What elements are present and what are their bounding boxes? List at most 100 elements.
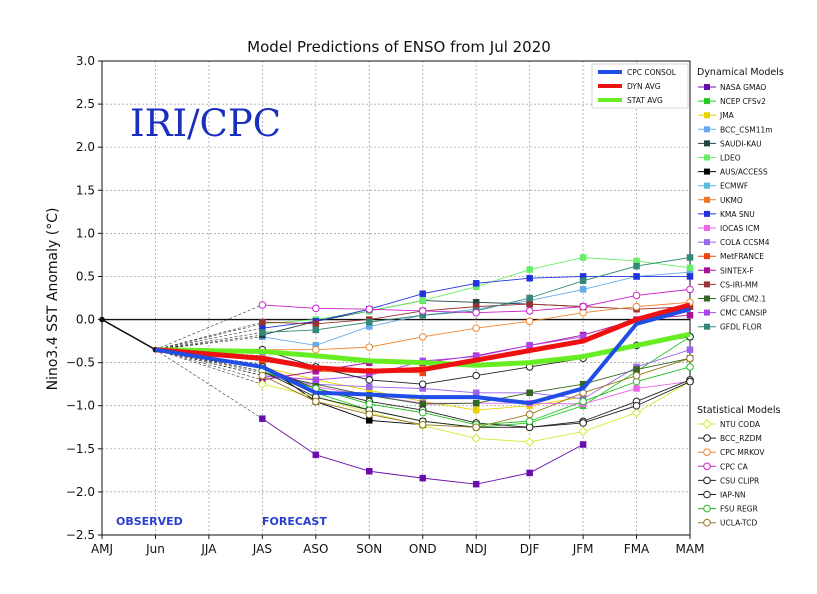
model-connector bbox=[155, 304, 263, 350]
y-tick-label: 0.5 bbox=[76, 269, 95, 283]
legend-label: STAT AVG bbox=[627, 96, 663, 105]
y-tick-label: −1.5 bbox=[66, 442, 95, 456]
legend-marker bbox=[704, 267, 710, 274]
legend-marker bbox=[704, 295, 710, 302]
model-point bbox=[579, 254, 587, 261]
model-series bbox=[155, 298, 694, 354]
model-point bbox=[579, 441, 587, 448]
model-point bbox=[633, 385, 640, 392]
legend-marker bbox=[704, 140, 710, 147]
model-point bbox=[312, 326, 320, 334]
model-point bbox=[418, 332, 427, 341]
legend-marker bbox=[704, 154, 710, 161]
legend-label: ECMWF bbox=[720, 182, 748, 191]
model-point bbox=[312, 345, 320, 354]
model-point bbox=[472, 308, 480, 317]
model-point bbox=[472, 399, 480, 407]
legend-label: SAUDI-KAU bbox=[720, 139, 762, 148]
x-tick-label: FMA bbox=[624, 542, 650, 556]
model-point bbox=[312, 451, 320, 459]
x-tick-label: MAM bbox=[676, 542, 705, 556]
model-point bbox=[472, 480, 480, 488]
model-point bbox=[419, 290, 426, 297]
model-point bbox=[686, 285, 694, 294]
model-point bbox=[312, 376, 320, 384]
legend-label: IAP-NN bbox=[720, 491, 746, 500]
model-connector bbox=[155, 327, 263, 351]
model-connector bbox=[155, 349, 263, 419]
legend-label: CS-IRI-MM bbox=[720, 280, 758, 289]
x-tick-label: JFM bbox=[572, 542, 594, 556]
model-point bbox=[419, 297, 426, 304]
model-point bbox=[579, 277, 587, 285]
chart-title: Model Predictions of ENSO from Jul 2020 bbox=[247, 38, 551, 56]
legend-title: Dynamical Models bbox=[697, 67, 784, 78]
model-point bbox=[312, 397, 320, 406]
model-point bbox=[366, 383, 373, 391]
x-tick-label: DJF bbox=[520, 542, 540, 556]
legend-label: MetFRANCE bbox=[720, 252, 764, 261]
model-point bbox=[472, 406, 480, 414]
legend-label: JMA bbox=[719, 111, 735, 120]
dynamical-models-legend: Dynamical Models NASA GMAO NCEP CFSv2 JMA BC… bbox=[697, 67, 784, 332]
legend-label: CPC CA bbox=[720, 462, 749, 471]
model-point bbox=[418, 307, 427, 315]
legend-label: COLA CCSM4 bbox=[720, 238, 770, 247]
model-point bbox=[258, 301, 267, 309]
statistical-models-legend: Statistical Models NTU CODA BCC_RZDM CPC MR… bbox=[697, 405, 780, 528]
model-point bbox=[312, 320, 320, 328]
model-point bbox=[686, 377, 694, 386]
model-point bbox=[472, 423, 480, 432]
model-series bbox=[155, 349, 587, 488]
model-point bbox=[365, 410, 374, 419]
legend-label: CPC CONSOL bbox=[627, 68, 677, 77]
model-point bbox=[366, 417, 373, 424]
legend-label: GFDL FLOR bbox=[720, 323, 762, 332]
model-point bbox=[418, 408, 427, 417]
model-point bbox=[365, 343, 374, 351]
model-point bbox=[257, 379, 268, 389]
model-point bbox=[472, 389, 480, 397]
model-point bbox=[579, 286, 587, 293]
model-point bbox=[686, 264, 694, 272]
y-tick-label: 1.0 bbox=[76, 226, 95, 240]
model-point bbox=[259, 329, 266, 336]
legend-marker bbox=[704, 126, 710, 133]
model-connector bbox=[155, 349, 263, 385]
model-point bbox=[312, 304, 320, 313]
legend-marker bbox=[704, 84, 710, 90]
watermark-logo: IRI/CPC bbox=[130, 102, 281, 145]
model-series bbox=[155, 285, 694, 350]
legend-marker bbox=[704, 309, 710, 316]
model-point bbox=[418, 420, 427, 429]
legend-label: AUS/ACCESS bbox=[720, 168, 768, 177]
model-point bbox=[686, 254, 694, 261]
model-point bbox=[579, 302, 587, 311]
legend-title: Statistical Models bbox=[697, 405, 780, 416]
model-point bbox=[472, 371, 480, 380]
grid bbox=[102, 61, 690, 535]
legend-label: FSU REGR bbox=[720, 505, 758, 514]
y-tick-label: 2.0 bbox=[76, 140, 95, 154]
legend-label: KMA SNU bbox=[720, 210, 755, 219]
model-point bbox=[686, 346, 694, 353]
legend-label: BCC_RZDM bbox=[720, 434, 762, 443]
model-point bbox=[525, 307, 534, 315]
legend-label: GFDL CM2.1 bbox=[720, 295, 766, 304]
legend-label: UKMO bbox=[720, 196, 743, 205]
model-connector bbox=[155, 323, 263, 351]
model-point bbox=[526, 266, 533, 273]
model-point bbox=[579, 419, 587, 427]
model-point bbox=[365, 305, 374, 314]
y-tick-label: 3.0 bbox=[76, 54, 95, 68]
model-series bbox=[155, 254, 694, 351]
model-point bbox=[703, 462, 711, 471]
model-connector bbox=[155, 334, 263, 351]
legend-label: CSU CLIPR bbox=[720, 476, 759, 485]
model-point bbox=[419, 400, 426, 408]
model-point bbox=[472, 280, 480, 287]
plot-frame bbox=[101, 60, 691, 536]
model-point bbox=[632, 371, 641, 380]
model-point bbox=[418, 380, 427, 388]
